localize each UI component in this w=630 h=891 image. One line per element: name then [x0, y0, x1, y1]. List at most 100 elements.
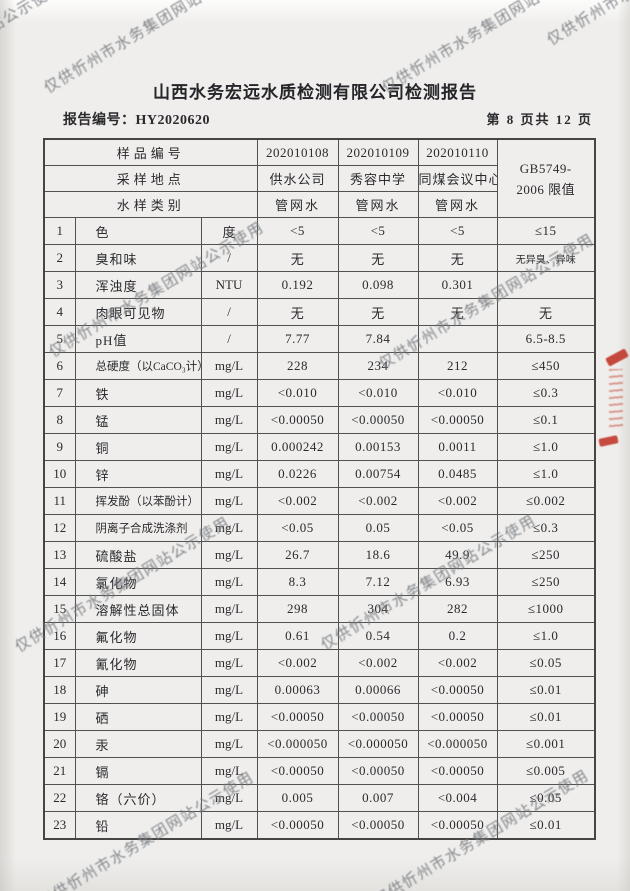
row-number: 4 [43, 298, 76, 326]
row-value-sample3: <0.05 [417, 514, 498, 542]
row-number: 2 [43, 244, 76, 272]
table-row: 13 硫酸盐 mg/L 26.7 18.6 49.9 ≤250 [43, 541, 596, 569]
row-value-sample3: <0.00050 [417, 811, 498, 840]
row-value-sample3: 无 [417, 298, 498, 326]
row-item-label: 臭和味 [74, 244, 202, 272]
row-value-sample3: 49.9 [417, 541, 498, 569]
header-row-location: 采样地点 供水公司 秀容中学 同煤会议中心 [43, 165, 595, 192]
table-row: 7 铁 mg/L <0.010 <0.010 <0.010 ≤0.3 [43, 379, 596, 407]
seal-mark-top [605, 348, 629, 367]
row-unit: mg/L [200, 433, 258, 461]
red-seal-fragment [597, 348, 630, 453]
row-limit: 无异臭、异味 [496, 244, 596, 272]
row-number: 17 [43, 649, 76, 677]
row-value-sample1: <0.000050 [256, 730, 339, 758]
row-number: 16 [43, 622, 76, 650]
row-unit: mg/L [200, 595, 258, 623]
table-row: 17 氰化物 mg/L <0.002 <0.002 <0.002 ≤0.05 [43, 649, 596, 677]
header-row-sample-no: 样品编号 202010108 202010109 202010110 GB574… [43, 138, 596, 218]
row-number: 23 [43, 811, 76, 840]
row-limit: ≤0.3 [496, 514, 596, 542]
row-value-sample3: <0.004 [417, 784, 498, 812]
page-number: 第 8 页共 12 页 [486, 112, 593, 127]
water-type-2: 管网水 [337, 191, 419, 218]
row-limit: 无 [496, 298, 596, 326]
row-value-sample3: <0.002 [417, 649, 498, 677]
row-number: 9 [43, 433, 76, 461]
row-value-sample2: 0.00153 [337, 433, 419, 461]
row-unit: mg/L [200, 757, 258, 785]
row-item-label: 硫酸盐 [74, 541, 202, 569]
row-item-label: 挥发酚（以苯酚计） [74, 487, 202, 515]
row-value-sample2: 304 [337, 595, 419, 623]
row-value-sample1: <5 [256, 217, 339, 245]
row-unit: mg/L [200, 541, 258, 569]
report-number: 报告编号：HY2020620 [63, 113, 210, 128]
row-value-sample1: <0.00050 [256, 406, 339, 434]
row-unit: mg/L [200, 406, 258, 434]
row-value-sample3: <0.002 [417, 487, 498, 515]
row-limit: ≤450 [496, 352, 596, 380]
seal-mark-middle [609, 369, 623, 431]
row-value-sample1: <0.00050 [256, 703, 339, 731]
row-item-label: 锰 [74, 406, 202, 434]
row-value-sample3: 212 [417, 352, 498, 380]
row-value-sample3: 0.0011 [417, 433, 498, 461]
row-value-sample1: 无 [256, 298, 339, 326]
table-row: 19 硒 mg/L <0.00050 <0.00050 <0.00050 ≤0.… [43, 703, 596, 731]
row-limit: ≤0.005 [496, 757, 596, 785]
row-item-label: 肉眼可见物 [74, 298, 202, 326]
table-row: 5 pH值 / 7.77 7.84 6.5-8.5 [43, 325, 596, 353]
row-limit: ≤1.0 [496, 433, 596, 461]
row-value-sample3: 282 [417, 595, 498, 623]
table-row: 10 锌 mg/L 0.0226 0.00754 0.0485 ≤1.0 [43, 460, 596, 488]
row-value-sample2: 18.6 [337, 541, 419, 569]
row-value-sample3 [417, 325, 498, 353]
water-type-3: 管网水 [417, 191, 498, 218]
row-value-sample2: 7.84 [337, 325, 419, 353]
table-row: 12 阴离子合成洗涤剂 mg/L <0.05 0.05 <0.05 ≤0.3 [43, 514, 596, 542]
row-item-label: 汞 [74, 730, 202, 758]
table-row: 21 镉 mg/L <0.00050 <0.00050 <0.00050 ≤0.… [43, 757, 596, 785]
report-meta: 报告编号：HY2020620 第 8 页共 12 页 [63, 109, 593, 129]
row-value-sample2: 0.098 [337, 271, 419, 299]
row-unit: mg/L [200, 784, 258, 812]
row-limit: ≤1.0 [496, 460, 596, 488]
row-number: 7 [43, 379, 76, 407]
row-value-sample1: 0.00063 [256, 676, 339, 704]
row-item-label: 镉 [74, 757, 202, 785]
row-value-sample1: 0.192 [256, 271, 339, 299]
row-item-label: 氰化物 [74, 649, 202, 677]
row-value-sample3: <0.010 [417, 379, 498, 407]
row-unit: mg/L [200, 622, 258, 650]
row-value-sample3: <0.00050 [417, 703, 498, 731]
seal-mark-bottom [598, 435, 619, 447]
row-value-sample3: 无 [417, 244, 498, 272]
row-value-sample2: <0.00050 [337, 757, 419, 785]
row-value-sample1: <0.002 [256, 487, 339, 515]
row-value-sample2: <0.010 [337, 379, 419, 407]
row-limit: ≤0.001 [496, 730, 596, 758]
water-quality-table: 样品编号 202010108 202010109 202010110 GB574… [43, 138, 596, 840]
row-value-sample1: 0.000242 [256, 433, 339, 461]
row-unit: mg/L [200, 676, 258, 704]
location-2: 秀容中学 [337, 165, 419, 192]
row-value-sample2: 0.54 [337, 622, 419, 650]
table-row: 14 氯化物 mg/L 8.3 7.12 6.93 ≤250 [43, 568, 596, 596]
row-number: 22 [43, 784, 76, 812]
row-unit: / [200, 244, 258, 272]
row-number: 5 [43, 325, 76, 353]
location-3: 同煤会议中心 [417, 165, 498, 192]
row-item-label: 色 [74, 217, 202, 245]
row-number: 8 [43, 406, 76, 434]
sample-no-1: 202010108 [256, 138, 339, 166]
row-number: 21 [43, 757, 76, 785]
table-body: 1 色 度 <5 <5 <5 ≤15 2 臭和味 / 无 无 无 无异臭、异味 … [43, 217, 596, 840]
page-title: 山西水务宏远水质检测有限公司检测报告 [153, 83, 477, 102]
row-value-sample1: 0.61 [256, 622, 339, 650]
row-value-sample1: 0.0226 [256, 460, 339, 488]
row-value-sample3: 0.301 [417, 271, 498, 299]
row-value-sample1: <0.002 [256, 649, 339, 677]
row-value-sample2: 无 [337, 244, 419, 272]
